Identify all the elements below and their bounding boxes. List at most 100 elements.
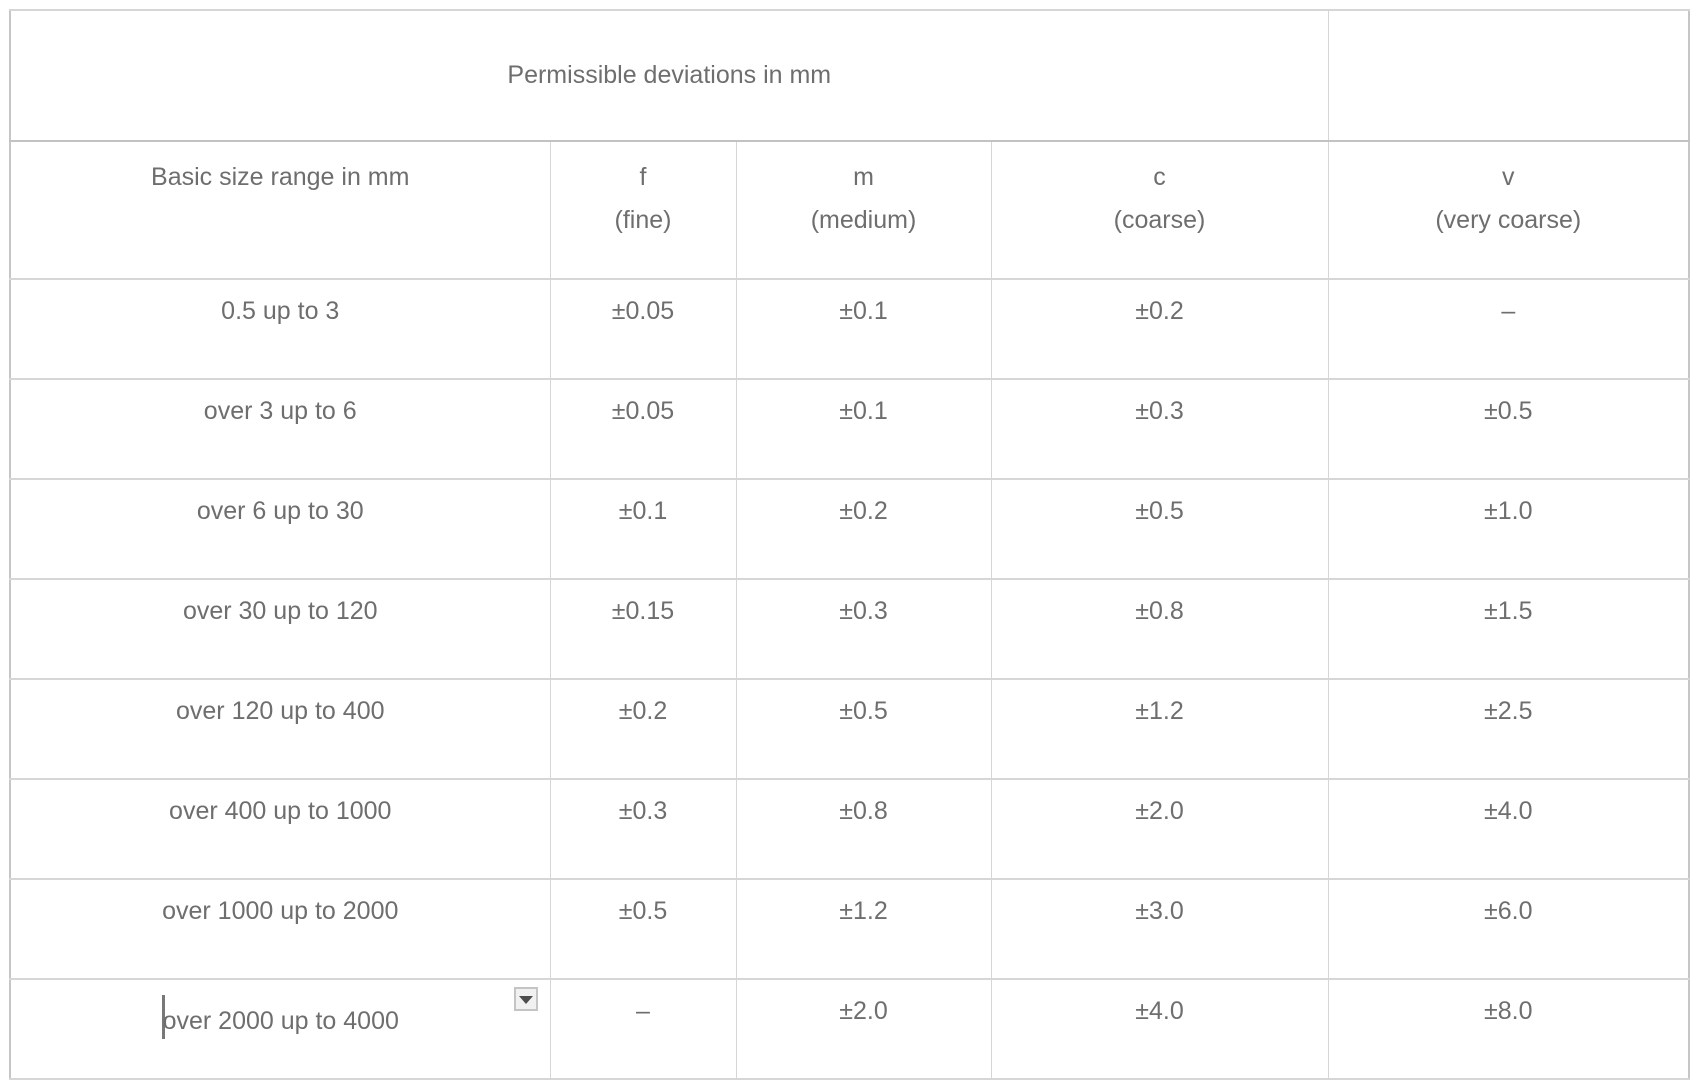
cell-c-6[interactable]: ±3.0 — [990, 878, 1329, 980]
cell-text: ±1.2 — [1135, 697, 1184, 725]
cell-text: ±0.8 — [839, 797, 888, 825]
cell-range-7-editing[interactable]: over 2000 up to 4000 — [9, 978, 551, 1080]
cell-text: over 120 up to 400 — [176, 697, 385, 725]
cell-range-1[interactable]: over 3 up to 6 — [9, 378, 551, 480]
header-c-cell[interactable]: c (coarse) — [990, 140, 1329, 280]
cell-text: ±2.0 — [839, 997, 888, 1025]
cell-range-2[interactable]: over 6 up to 30 — [9, 478, 551, 580]
table-row: over 30 up to 120 ±0.15 ±0.3 ±0.8 ±1.5 — [9, 578, 1690, 680]
cell-v-2[interactable]: ±1.0 — [1327, 478, 1690, 580]
cell-f-4[interactable]: ±0.2 — [549, 678, 737, 780]
header-v-cell[interactable]: v (very coarse) — [1327, 140, 1690, 280]
cell-v-1[interactable]: ±0.5 — [1327, 378, 1690, 480]
cell-text: ±6.0 — [1484, 897, 1533, 925]
cell-text: ±0.05 — [611, 397, 675, 425]
cell-m-5[interactable]: ±0.8 — [735, 778, 992, 880]
table-row: over 3 up to 6 ±0.05 ±0.1 ±0.3 ±0.5 — [9, 378, 1690, 480]
header-f-code: f — [639, 163, 647, 191]
header-f-label: (fine) — [614, 206, 672, 234]
title-row: Permissible deviations in mm — [9, 9, 1690, 142]
cell-range-5[interactable]: over 400 up to 1000 — [9, 778, 551, 880]
cell-m-3[interactable]: ±0.3 — [735, 578, 992, 680]
text-caret — [161, 995, 165, 1039]
cell-text: – — [1501, 297, 1516, 325]
cell-c-5[interactable]: ±2.0 — [990, 778, 1329, 880]
cell-range-0[interactable]: 0.5 up to 3 — [9, 278, 551, 380]
header-m-code: m — [853, 163, 874, 191]
cell-m-1[interactable]: ±0.1 — [735, 378, 992, 480]
cell-range-4[interactable]: over 120 up to 400 — [9, 678, 551, 780]
cell-text: ±2.0 — [1135, 797, 1184, 825]
cell-text: over 6 up to 30 — [196, 497, 364, 525]
cell-m-0[interactable]: ±0.1 — [735, 278, 992, 380]
cell-m-2[interactable]: ±0.2 — [735, 478, 992, 580]
dropdown-button[interactable] — [513, 987, 538, 1011]
cell-f-5[interactable]: ±0.3 — [549, 778, 737, 880]
cell-text: ±0.3 — [1135, 397, 1184, 425]
cell-text: ±1.0 — [1484, 497, 1533, 525]
table-title: Permissible deviations in mm — [507, 61, 832, 89]
cell-f-7[interactable]: – — [549, 978, 737, 1080]
header-v-label: (very coarse) — [1435, 206, 1582, 234]
header-basic-size-cell[interactable]: Basic size range in mm — [9, 140, 551, 280]
header-row: Basic size range in mm f (fine) m (mediu… — [9, 140, 1690, 280]
title-empty-cell[interactable] — [1327, 9, 1690, 142]
triangle-down-icon — [518, 995, 533, 1004]
cell-c-3[interactable]: ±0.8 — [990, 578, 1329, 680]
cell-range-3[interactable]: over 30 up to 120 — [9, 578, 551, 680]
cell-text: ±0.1 — [839, 397, 888, 425]
header-f-cell[interactable]: f (fine) — [549, 140, 737, 280]
table-row: 0.5 up to 3 ±0.05 ±0.1 ±0.2 – — [9, 278, 1690, 380]
header-c-code: c — [1153, 163, 1166, 191]
cell-text: ±0.5 — [618, 897, 668, 925]
cell-c-4[interactable]: ±1.2 — [990, 678, 1329, 780]
cell-v-0[interactable]: – — [1327, 278, 1690, 380]
cell-c-1[interactable]: ±0.3 — [990, 378, 1329, 480]
cell-text: – — [636, 997, 650, 1025]
cell-m-7[interactable]: ±2.0 — [735, 978, 992, 1080]
cell-text: ±0.5 — [1484, 397, 1533, 425]
cell-text: ±0.1 — [839, 297, 888, 325]
header-c-label: (coarse) — [1113, 206, 1206, 234]
cell-f-6[interactable]: ±0.5 — [549, 878, 737, 980]
cell-v-3[interactable]: ±1.5 — [1327, 578, 1690, 680]
cell-range-6[interactable]: over 1000 up to 2000 — [9, 878, 551, 980]
header-m-cell[interactable]: m (medium) — [735, 140, 992, 280]
header-v-code: v — [1502, 163, 1515, 191]
cell-text: ±4.0 — [1484, 797, 1533, 825]
cell-text: over 400 up to 1000 — [169, 797, 392, 825]
cell-text: ±0.2 — [839, 497, 888, 525]
cell-f-0[interactable]: ±0.05 — [549, 278, 737, 380]
cell-text: over 1000 up to 2000 — [162, 897, 399, 925]
table-title-cell[interactable]: Permissible deviations in mm — [9, 9, 1329, 142]
cell-text: ±0.5 — [839, 697, 888, 725]
cell-text: ±0.3 — [618, 797, 668, 825]
cell-text: ±0.5 — [1135, 497, 1184, 525]
cell-m-6[interactable]: ±1.2 — [735, 878, 992, 980]
cell-text: ±0.05 — [611, 297, 675, 325]
cell-c-7[interactable]: ±4.0 — [990, 978, 1329, 1080]
cell-c-2[interactable]: ±0.5 — [990, 478, 1329, 580]
table-row: over 6 up to 30 ±0.1 ±0.2 ±0.5 ±1.0 — [9, 478, 1690, 580]
cell-text: ±0.1 — [618, 497, 668, 525]
cell-text: ±0.15 — [611, 597, 675, 625]
cell-c-0[interactable]: ±0.2 — [990, 278, 1329, 380]
cell-text: ±0.3 — [839, 597, 888, 625]
cell-f-1[interactable]: ±0.05 — [549, 378, 737, 480]
cell-text: over 3 up to 6 — [203, 397, 357, 425]
header-m-label: (medium) — [810, 206, 917, 234]
cell-v-5[interactable]: ±4.0 — [1327, 778, 1690, 880]
cell-v-4[interactable]: ±2.5 — [1327, 678, 1690, 780]
cell-text: ±4.0 — [1135, 997, 1184, 1025]
cell-v-7[interactable]: ±8.0 — [1327, 978, 1690, 1080]
cell-text: ±3.0 — [1135, 897, 1184, 925]
cell-v-6[interactable]: ±6.0 — [1327, 878, 1690, 980]
cell-text: ±0.2 — [618, 697, 668, 725]
cell-f-2[interactable]: ±0.1 — [549, 478, 737, 580]
cell-f-3[interactable]: ±0.15 — [549, 578, 737, 680]
cell-text: over 2000 up to 4000 — [162, 1007, 399, 1035]
cell-text: 0.5 up to 3 — [221, 297, 340, 325]
permissible-deviations-table: Permissible deviations in mm Basic size … — [9, 9, 1691, 1080]
cell-m-4[interactable]: ±0.5 — [735, 678, 992, 780]
